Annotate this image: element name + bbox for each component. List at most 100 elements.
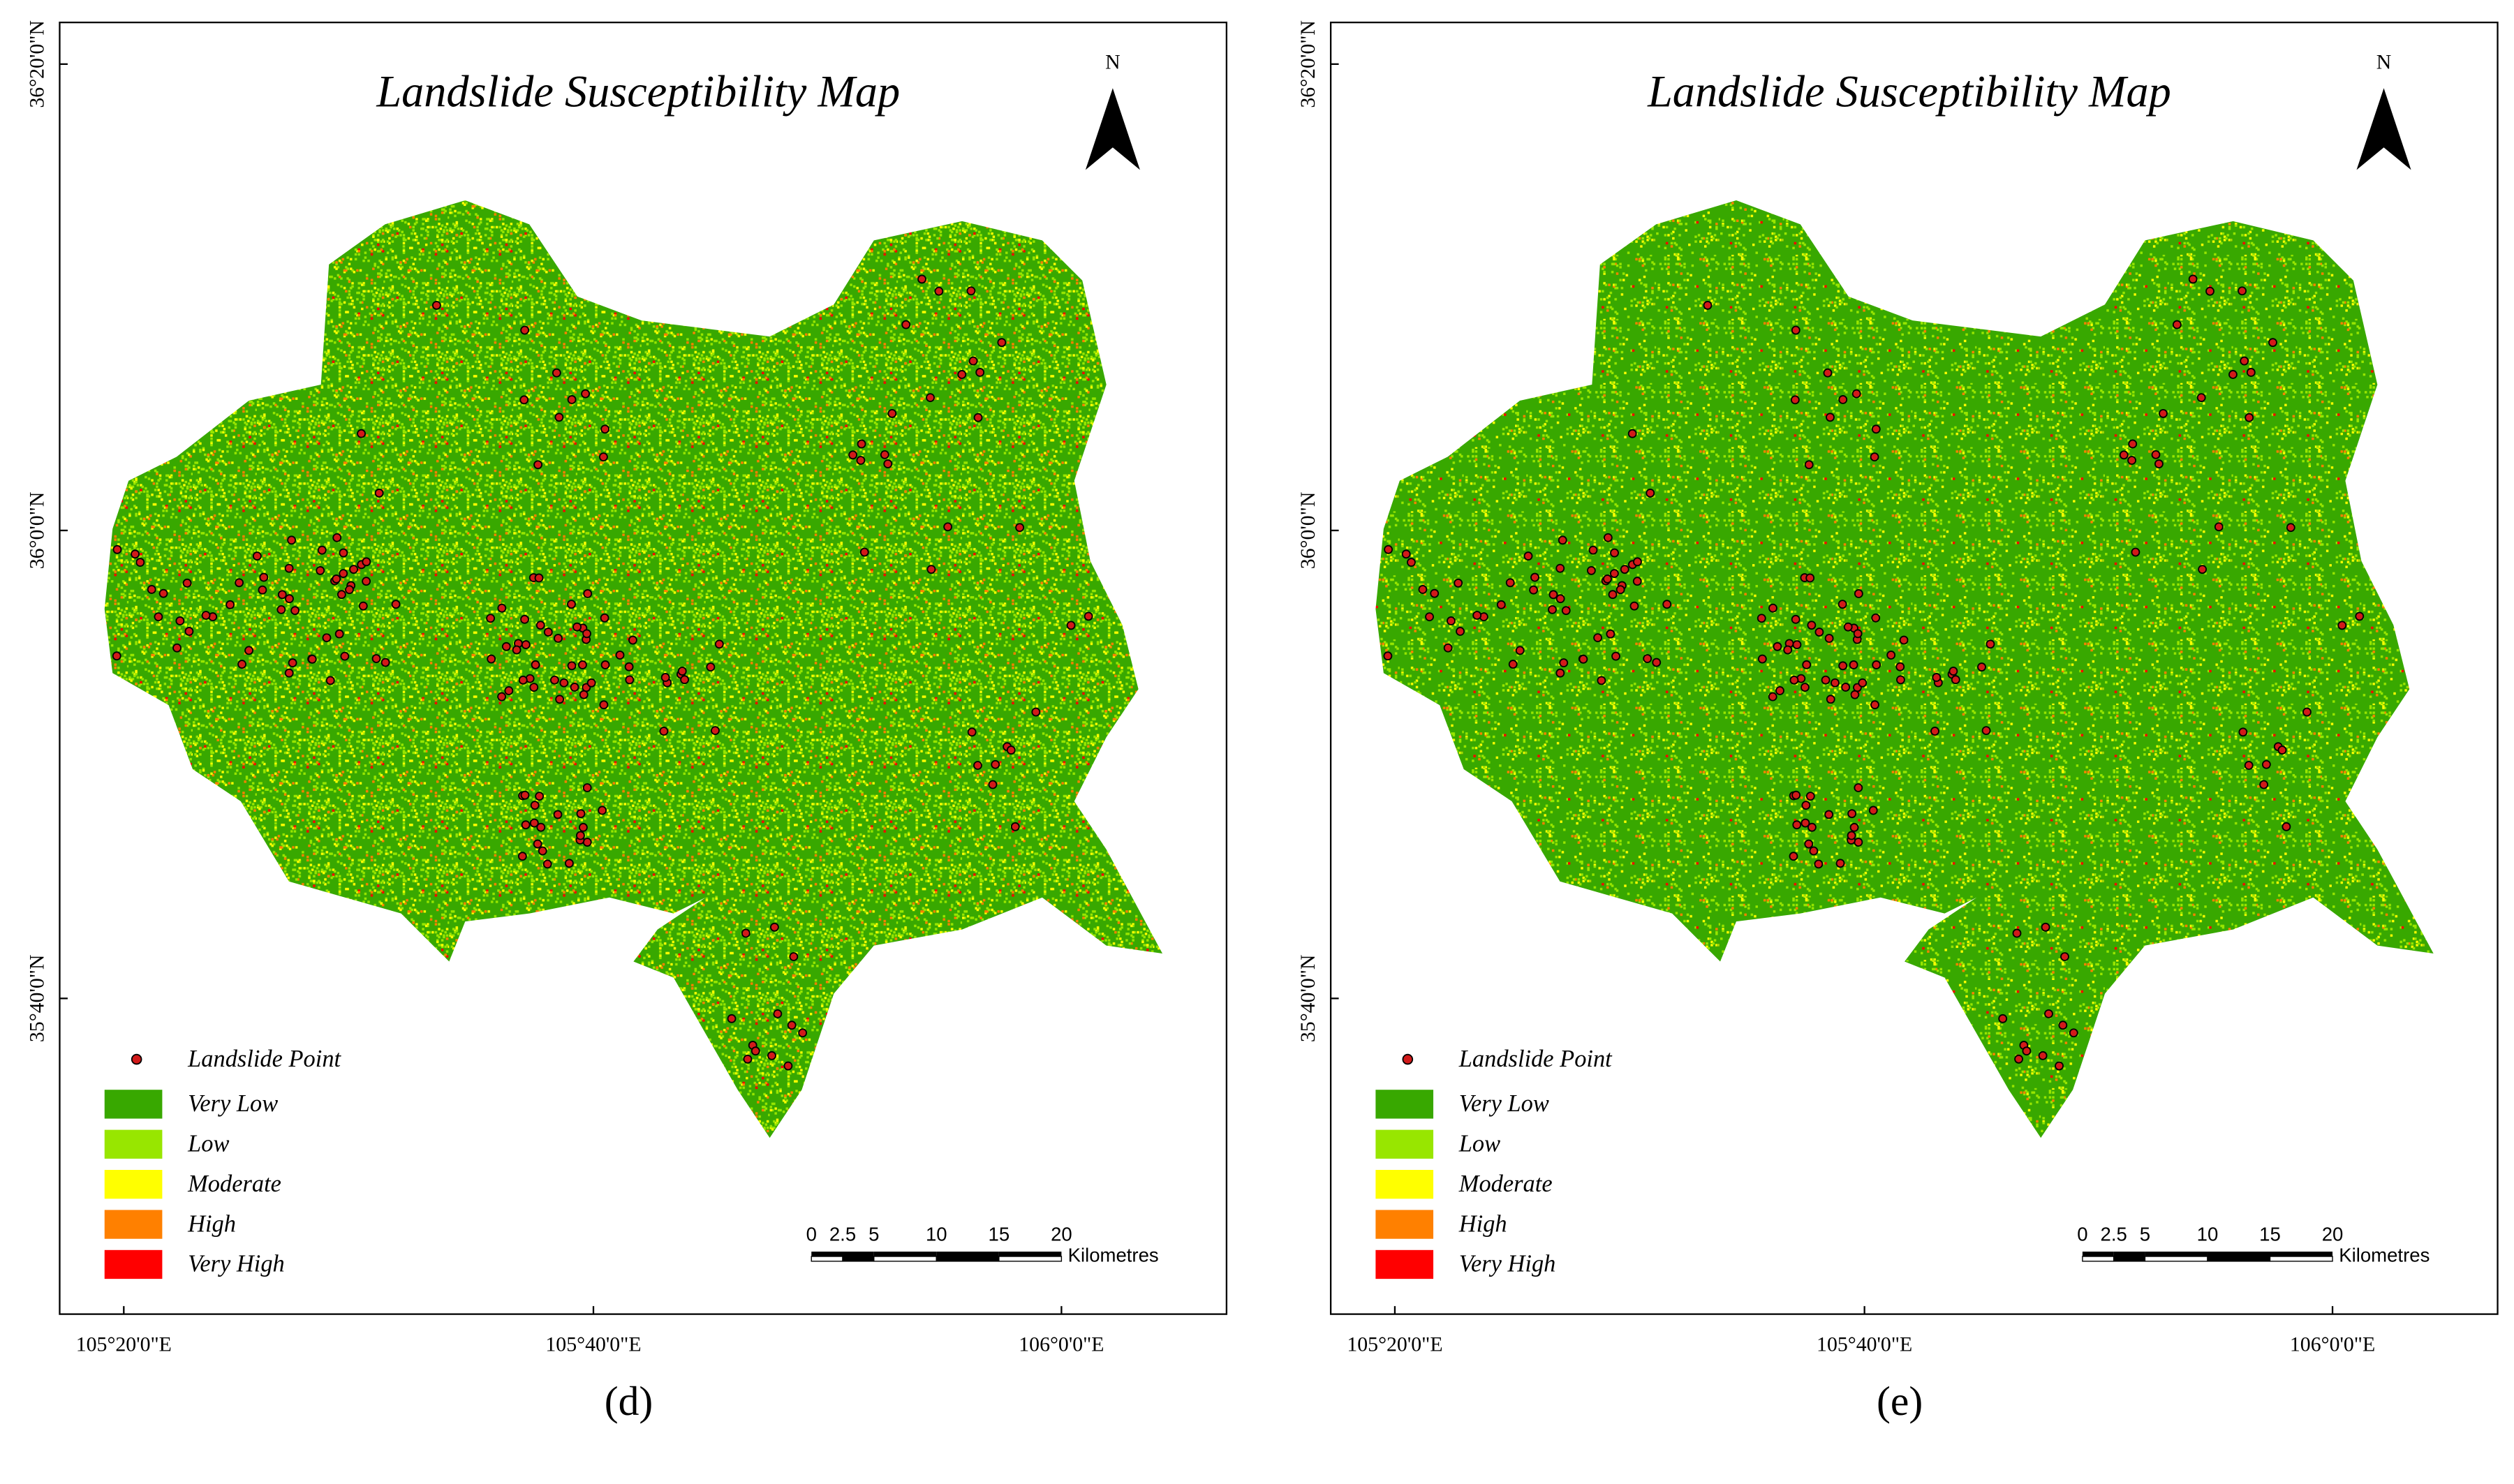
landslide-point [559,678,569,688]
landslide-point [743,1054,753,1064]
landslide-point [887,408,897,418]
landslide-point [660,673,670,682]
landslide-point [2012,928,2022,938]
landslide-point [2205,286,2214,296]
landslide-point [2302,707,2312,717]
landslide-point [991,759,1000,769]
landslide-point [2282,822,2291,831]
landslide-point [1757,654,1767,664]
landslide-point [1443,643,1453,653]
landslide-point [1930,727,1939,736]
north-label: N [1105,51,1121,74]
landslide-point [624,662,634,671]
landslide-point [1603,574,1612,584]
landslide-point [1775,686,1784,695]
landslide-point [1757,614,1766,623]
scale-segment [873,1252,937,1256]
landslide-point [1611,651,1620,661]
landslide-point [317,545,327,555]
landslide-point [1407,558,1416,567]
legend-label: Landslide Point [1458,1046,1613,1072]
scale-tick: 0 [2077,1223,2087,1245]
legend-point [1402,1053,1414,1065]
landslide-point [1643,654,1652,663]
landslide-point [677,667,687,676]
legend-label: Very High [1459,1251,1556,1277]
landslide-point [711,726,720,736]
landslide-point [287,535,297,545]
landslide-point [1384,544,1393,554]
map-title: Landslide Susceptibility Map [376,67,900,117]
landslide-point [339,569,348,579]
landslide-point [1418,585,1428,594]
landslide-point [357,429,366,438]
landslide-point [1805,792,1815,801]
landslide-point [147,585,156,594]
landslide-point [1853,629,1863,639]
landslide-point [1800,683,1810,692]
landslide-point [1807,822,1817,832]
landslide-point [2337,621,2347,630]
landslide-point [1895,662,1905,671]
landslide-point [1523,551,1533,561]
landslide-point [1472,611,1482,620]
legend-label: Very Low [188,1090,278,1117]
landslide-point [1015,523,1025,533]
landslide-point [1847,831,1856,840]
landslide-point [1849,660,1858,669]
scale-tick: 10 [2197,1223,2219,1245]
landslide-point [259,572,269,582]
landslide-point [2259,780,2269,789]
scale-tick: 20 [2322,1223,2344,1245]
landslide-point [252,551,262,561]
landslide-point [1838,395,1848,404]
landslide-point [1615,585,1625,595]
landslide-point [2196,393,2206,403]
landslide-point [497,692,507,702]
scale-segment [936,1252,999,1256]
landslide-point [798,1028,808,1038]
landslide-point [1496,600,1506,609]
landslide-point [339,548,348,558]
scale-segment [2113,1256,2146,1262]
landslide-point [783,1061,793,1071]
scale-tick: 15 [989,1223,1010,1245]
map-panel: Landslide Susceptibility Map N 36°20'0"N 36… [25,20,1228,1424]
landslide-point [1841,683,1851,692]
landslide-point [1868,806,1878,815]
legend-label: Very Low [1459,1090,1549,1117]
landslide-point [2058,1021,2068,1030]
landslide-point [316,565,325,575]
legend-label: Moderate [1458,1171,1553,1197]
legend-label: Low [1458,1130,1500,1157]
landslide-point [578,660,587,669]
scale-segment [2269,1256,2333,1262]
landslide-point [1843,622,1853,632]
landslide-point [1858,678,1868,688]
map-panel: Landslide Susceptibility Map N 36°20'0"N 36… [1296,20,2499,1424]
scale-segment [2113,1252,2145,1256]
map-title: Landslide Susceptibility Map [1647,67,2171,117]
landslide-point [172,643,182,653]
landslide-point [2038,1051,2048,1060]
landslide-point [1586,565,1596,575]
landslide-point [581,389,590,399]
legend-swatch [1375,1090,1434,1119]
landslide-point [1620,565,1629,574]
landslide-point [1597,676,1606,685]
landslide-point [519,395,529,405]
landslide-point [741,928,750,938]
landslide-point [567,395,577,404]
landslide-point [926,565,936,574]
landslide-point [883,459,893,468]
landslide-point [535,792,545,801]
landslide-point [2055,1061,2064,1071]
landslide-point [1629,601,1639,611]
landslide-point [706,662,716,671]
landslide-point [184,627,194,636]
scale-segment [2207,1256,2271,1262]
landslide-point [1998,1014,2008,1023]
scale-segment [843,1252,874,1256]
landslide-point [583,589,593,598]
